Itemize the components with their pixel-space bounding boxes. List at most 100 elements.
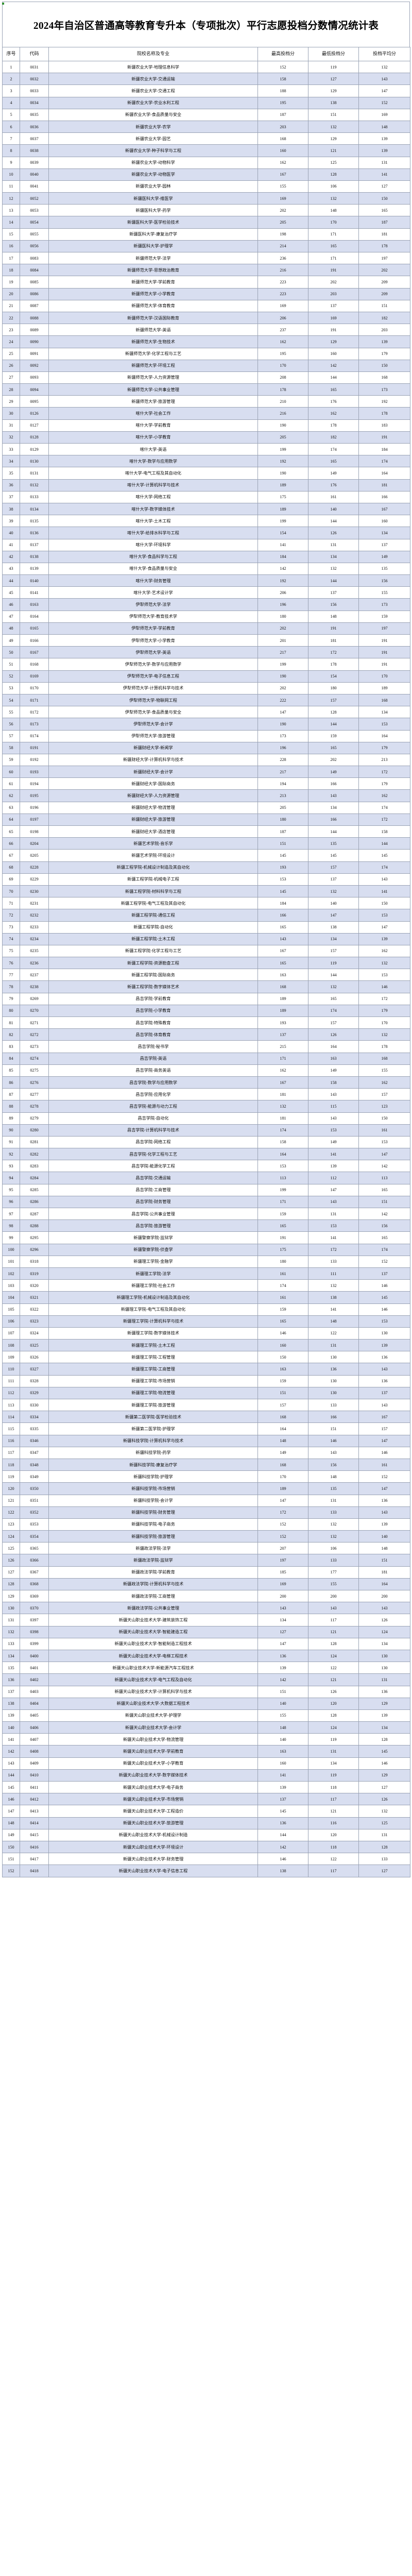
cell-index: 60	[2, 766, 20, 778]
cell-index: 22	[2, 311, 20, 325]
cell-max-score: 208	[258, 371, 308, 384]
cell-code: 0366	[20, 1554, 49, 1567]
cell-min-score: 132	[308, 192, 359, 205]
cell-index: 77	[2, 969, 20, 981]
cell-avg-score: 136	[358, 1351, 410, 1364]
table-row: 14 0054 新疆医科大学-医学检验技术 205 170 187	[2, 216, 410, 229]
corner-marker-icon	[2, 3, 4, 5]
cell-min-score: 117	[308, 1793, 359, 1806]
cell-min-score: 132	[308, 1518, 359, 1531]
cell-code: 0401	[20, 1662, 49, 1674]
cell-school-major: 新疆工程学院-自动化	[48, 921, 258, 934]
cell-school-major: 新疆理工学院-法学	[48, 1267, 258, 1280]
cell-max-score: 172	[258, 1506, 308, 1519]
cell-avg-score: 164	[358, 467, 410, 480]
cell-index: 84	[2, 1052, 20, 1065]
cell-code: 0137	[20, 538, 49, 551]
cell-min-score: 157	[308, 861, 359, 874]
cell-school-major: 新疆理工学院-物流管理	[48, 1386, 258, 1400]
cell-school-major: 喀什大学-土木工程	[48, 515, 258, 528]
cell-code: 0318	[20, 1255, 49, 1268]
cell-avg-score: 147	[358, 921, 410, 934]
cell-max-score: 217	[258, 646, 308, 659]
cell-avg-score: 136	[358, 1685, 410, 1698]
table-row: 104 0321 新疆理工学院-机械设计制造及其自动化 161 138 145	[2, 1291, 410, 1304]
cell-code: 0140	[20, 574, 49, 587]
table-row: 78 0238 新疆工程学院-数字媒体艺术 168 132 146	[2, 980, 410, 993]
table-row: 131 0397 新疆天山职业技术大学-建筑装饰工程 134 117 126	[2, 1614, 410, 1626]
table-row: 152 0418 新疆天山职业技术大学-电子信息工程 138 117 127	[2, 1865, 410, 1877]
cell-school-major: 新疆工程学院-通信工程	[48, 909, 258, 922]
cell-min-score: 200	[308, 1589, 359, 1603]
cell-school-major: 伊犁师范大学-数学与应用数学	[48, 658, 258, 671]
cell-avg-score: 160	[358, 515, 410, 528]
cell-index: 53	[2, 682, 20, 694]
cell-max-score: 210	[258, 395, 308, 408]
cell-school-major: 昌吉学院-公共事业管理	[48, 1207, 258, 1221]
table-row: 127 0367 新疆政法学院-学前教育 185 177 181	[2, 1566, 410, 1579]
cell-school-major: 新疆天山职业技术大学-工程造价	[48, 1805, 258, 1818]
cell-min-score: 170	[308, 216, 359, 229]
table-row: 130 0370 新疆政法学院-公共事业管理 143 143 143	[2, 1602, 410, 1615]
cell-min-score: 157	[308, 1016, 359, 1029]
cell-index: 43	[2, 562, 20, 575]
cell-avg-score: 132	[358, 957, 410, 970]
cell-school-major: 新疆工程学院-数字媒体艺术	[48, 980, 258, 993]
table-row: 97 0287 昌吉学院-公共事业管理 159 131 142	[2, 1207, 410, 1221]
cell-min-score: 132	[308, 1279, 359, 1292]
cell-max-score: 166	[258, 909, 308, 922]
cell-code: 0284	[20, 1172, 49, 1184]
cell-min-score: 143	[308, 1446, 359, 1459]
cell-avg-score: 173	[358, 383, 410, 396]
cell-max-score: 155	[258, 180, 308, 193]
cell-code: 0087	[20, 299, 49, 312]
cell-max-score: 127	[258, 1625, 308, 1638]
cell-index: 120	[2, 1482, 20, 1495]
cell-index: 37	[2, 490, 20, 503]
cell-school-major: 新疆科技学院-康复治疗学	[48, 1458, 258, 1471]
cell-avg-score: 153	[358, 969, 410, 981]
cell-min-score: 166	[308, 1411, 359, 1423]
table-row: 90 0280 昌吉学院-计算机科学与技术 174 153 161	[2, 1124, 410, 1137]
cell-max-score: 158	[258, 73, 308, 86]
cell-index: 32	[2, 431, 20, 444]
cell-index: 105	[2, 1303, 20, 1316]
cell-index: 110	[2, 1363, 20, 1376]
cell-avg-score: 202	[358, 264, 410, 277]
table-row: 23 0089 新疆师范大学-英语 237 191 203	[2, 324, 410, 336]
cell-code: 0335	[20, 1422, 49, 1435]
cell-school-major: 新疆农业大学-农学	[48, 120, 258, 133]
cell-code: 0270	[20, 1004, 49, 1018]
cell-max-score: 180	[258, 1255, 308, 1268]
cell-avg-score: 166	[358, 490, 410, 503]
cell-school-major: 新疆科技学院-财务管理	[48, 1506, 258, 1519]
table-row: 123 0353 新疆科技学院-电子商务 152 132 139	[2, 1518, 410, 1531]
cell-code: 0090	[20, 335, 49, 348]
table-row: 99 0295 新疆警察学院-监狱学 191 141 165	[2, 1231, 410, 1244]
cell-school-major: 新疆警察学院-监狱学	[48, 1231, 258, 1244]
cell-avg-score: 131	[358, 1828, 410, 1841]
score-statistics-table: 序号 代码 院校名称及专业 最高投档分 最低投档分 投档平均分 1 0031 新疆农…	[2, 47, 410, 1877]
cell-school-major: 新疆财经大学-国际商务	[48, 777, 258, 790]
cell-code: 0282	[20, 1148, 49, 1161]
cell-code: 0288	[20, 1219, 49, 1232]
cell-min-score: 106	[308, 1542, 359, 1555]
cell-avg-score: 151	[358, 1554, 410, 1567]
cell-index: 138	[2, 1697, 20, 1710]
cell-index: 122	[2, 1506, 20, 1519]
cell-code: 0410	[20, 1769, 49, 1782]
cell-avg-score: 156	[358, 574, 410, 587]
cell-max-score: 195	[258, 96, 308, 109]
cell-code: 0230	[20, 885, 49, 898]
cell-avg-score: 181	[358, 1566, 410, 1579]
cell-max-score: 191	[258, 1231, 308, 1244]
cell-index: 41	[2, 538, 20, 551]
cell-min-score: 140	[308, 502, 359, 516]
cell-index: 106	[2, 1315, 20, 1328]
cell-avg-score: 181	[358, 228, 410, 241]
cell-max-score: 139	[258, 1662, 308, 1674]
cell-max-score: 189	[258, 502, 308, 516]
cell-code: 0131	[20, 467, 49, 480]
cell-avg-score: 178	[358, 240, 410, 253]
table-row: 37 0133 喀什大学-网络工程 175 161 166	[2, 490, 410, 503]
